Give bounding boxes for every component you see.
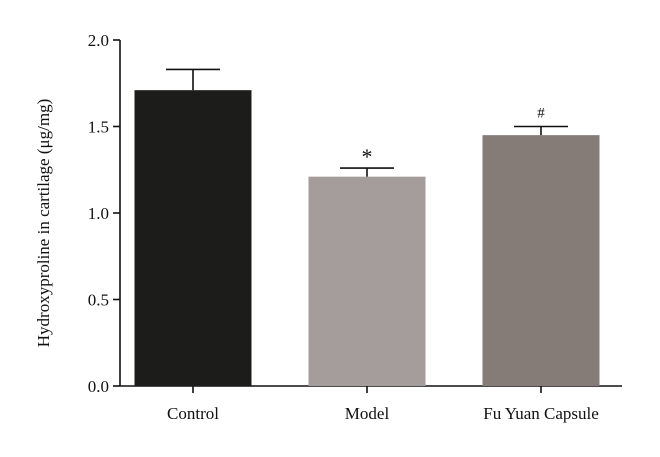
x-tick-label: Model [345,404,390,423]
bar-model [308,176,426,386]
significance-markers: *# [362,106,546,170]
y-axis-title: Hydroxyproline in cartilage (μg/mg) [34,99,53,347]
tick-labels: 0.0 0.5 1.0 1.5 2.0 Control Model Fu Yuan Capsu… [88,31,599,423]
y-tick-label: 1.5 [88,118,109,137]
bars [134,90,600,387]
bar-control [134,90,252,387]
significance-marker: * [362,144,373,169]
y-tick-label: 1.0 [88,204,109,223]
x-tick-label: Control [167,404,219,423]
y-tick-label: 2.0 [88,31,109,50]
bar-fu-yuan-capsule [482,135,600,386]
y-tick-label: 0.5 [88,291,109,310]
x-tick-label: Fu Yuan Capsule [483,404,599,423]
y-tick-label: 0.0 [88,377,109,396]
error-bars [166,68,568,177]
significance-marker: # [537,106,545,122]
